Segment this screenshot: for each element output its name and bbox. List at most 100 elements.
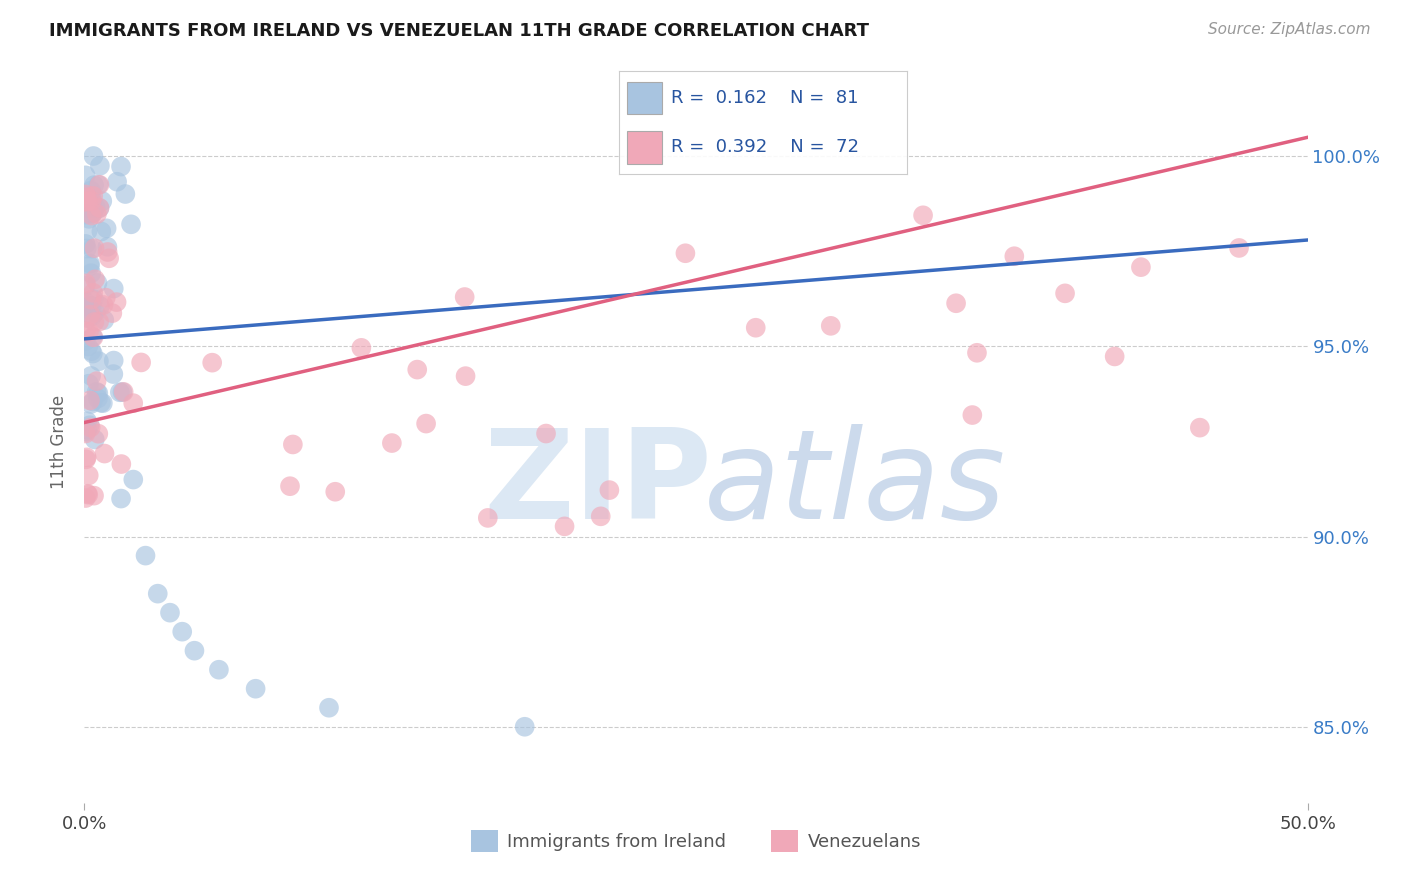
Point [477, 511, 499, 525]
Point [122, 473, 145, 487]
Point [89, 159, 111, 173]
Point [323, 484, 346, 499]
Point [513, 720, 536, 734]
Point [76, 450, 98, 465]
Point [103, 367, 125, 381]
Point [82, 285, 104, 300]
Point [87, 354, 110, 368]
Point [83, 293, 105, 307]
Point [105, 295, 128, 310]
Point [77, 488, 100, 502]
Point [75, 277, 97, 291]
Point [79, 418, 101, 433]
Point [83, 489, 105, 503]
Point [82, 189, 104, 203]
Point [77, 325, 100, 339]
Point [589, 509, 612, 524]
Text: Source: ZipAtlas.com: Source: ZipAtlas.com [1208, 22, 1371, 37]
Point [454, 369, 477, 384]
Point [77, 468, 100, 483]
Point [93, 298, 115, 312]
Point [79, 259, 101, 273]
Point [82, 201, 104, 215]
Point [82, 346, 104, 360]
Point [89, 201, 111, 215]
Point [80, 209, 103, 223]
Point [172, 624, 194, 639]
Point [75, 187, 97, 202]
Point [80, 368, 103, 383]
Point [82, 205, 104, 219]
Point [87, 386, 110, 401]
Point [415, 417, 437, 431]
Legend: Immigrants from Ireland, Venezuelans: Immigrants from Ireland, Venezuelans [464, 822, 928, 859]
Point [91, 194, 114, 208]
Point [75, 491, 97, 505]
Point [82, 198, 104, 212]
Point [82, 394, 104, 409]
Point [75, 278, 97, 293]
Point [80, 192, 103, 206]
Point [87, 392, 110, 406]
Point [86, 207, 108, 221]
Point [76, 414, 98, 428]
Point [1129, 260, 1152, 274]
Point [76, 423, 98, 437]
Point [79, 308, 101, 322]
Point [94, 291, 117, 305]
Point [75, 295, 97, 310]
Point [79, 303, 101, 318]
Point [89, 178, 111, 192]
Point [745, 320, 768, 334]
Point [350, 341, 373, 355]
Point [89, 201, 111, 215]
Point [554, 519, 576, 533]
Point [75, 188, 97, 202]
Point [77, 194, 100, 209]
Point [83, 433, 105, 447]
Point [80, 194, 103, 208]
Text: R =  0.162    N =  81: R = 0.162 N = 81 [671, 89, 858, 107]
Point [98, 252, 121, 266]
Point [91, 396, 114, 410]
Point [80, 242, 103, 256]
Point [76, 190, 98, 204]
Point [278, 479, 301, 493]
Point [75, 426, 97, 441]
Point [966, 345, 988, 359]
Point [135, 549, 157, 563]
Point [93, 446, 115, 460]
Point [75, 194, 97, 209]
Point [83, 315, 105, 329]
Point [80, 344, 103, 359]
Point [76, 242, 98, 256]
Point [96, 240, 118, 254]
Y-axis label: 11th Grade: 11th Grade [51, 394, 69, 489]
Point [77, 211, 100, 226]
Point [87, 426, 110, 441]
Point [84, 200, 107, 214]
Point [80, 266, 103, 280]
Point [80, 293, 103, 307]
Point [75, 334, 97, 348]
Point [1104, 350, 1126, 364]
Point [80, 397, 103, 411]
Point [101, 306, 124, 320]
Point [79, 393, 101, 408]
Point [82, 310, 104, 324]
Point [76, 300, 98, 314]
Point [80, 299, 103, 313]
Point [673, 246, 696, 260]
Point [86, 384, 108, 399]
Point [381, 436, 404, 450]
Point [108, 385, 131, 400]
FancyBboxPatch shape [627, 131, 662, 163]
Point [534, 426, 557, 441]
Point [77, 311, 100, 326]
Point [245, 681, 267, 696]
Point [79, 420, 101, 434]
Point [84, 272, 107, 286]
Point [82, 330, 104, 344]
Point [87, 178, 110, 192]
Point [75, 452, 97, 467]
